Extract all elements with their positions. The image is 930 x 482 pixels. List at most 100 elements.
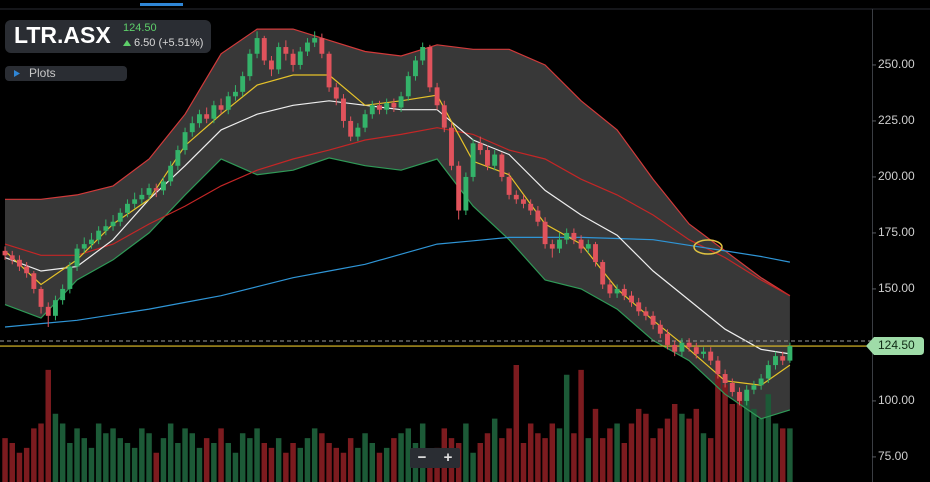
volume-bar: [74, 428, 80, 482]
volume-bar: [686, 418, 692, 482]
candle-body: [528, 203, 534, 211]
candle-body: [521, 199, 526, 204]
volume-bar: [254, 428, 260, 482]
up-arrow: [123, 40, 131, 46]
volume-bar: [139, 428, 145, 482]
volume-bar: [369, 443, 376, 482]
band-fill: [5, 29, 790, 419]
zoom-out[interactable]: −: [418, 449, 427, 466]
volume-bar: [779, 428, 786, 482]
candle-body: [513, 194, 519, 200]
candle-body: [413, 60, 418, 77]
candle-body: [175, 150, 181, 166]
candle-body: [283, 47, 289, 54]
candle-body: [60, 288, 66, 301]
candle-body: [233, 91, 238, 97]
candle-body: [449, 127, 454, 166]
volume-bar: [657, 428, 664, 482]
candle-body: [542, 221, 548, 245]
volume-bar: [275, 438, 282, 482]
volume-bar: [765, 394, 772, 482]
candle-body: [9, 255, 15, 260]
price-tag: [866, 337, 924, 356]
candle-body: [571, 232, 577, 240]
candle-body: [38, 288, 44, 307]
candle-body: [297, 51, 303, 65]
zoom-controls: [410, 448, 460, 468]
volume-bar: [664, 418, 671, 482]
candle-body: [139, 194, 145, 200]
candle-body: [211, 105, 217, 119]
volume-bar: [722, 384, 728, 482]
volume-bar: [398, 433, 404, 482]
symbol: LTR.ASX: [14, 22, 111, 48]
candle-body: [125, 203, 130, 213]
volume-bar: [607, 428, 613, 482]
zoom-in[interactable]: +: [444, 449, 453, 466]
candle-body: [549, 244, 555, 249]
volume-bar: [110, 428, 116, 482]
candle-body: [89, 239, 94, 245]
candle-body: [650, 315, 656, 325]
candle-body: [744, 389, 750, 401]
candle-body: [269, 60, 274, 70]
candle-body: [369, 105, 375, 115]
volume-bar: [758, 418, 764, 482]
upper-band: [5, 28, 791, 297]
candle-body: [384, 103, 390, 110]
volume-bar: [556, 428, 563, 482]
volume-bar: [333, 447, 340, 482]
volume-bar: [283, 452, 289, 482]
volume-bar: [463, 423, 469, 482]
volume-bar: [52, 413, 59, 482]
candle-body: [117, 212, 123, 222]
candle-body: [290, 53, 296, 65]
candle-body: [247, 53, 253, 77]
volume-bar: [67, 443, 73, 482]
candle-body: [189, 123, 195, 133]
plots-label[interactable]: Plots: [29, 66, 56, 80]
candle-body: [636, 302, 642, 312]
volume-bar: [635, 408, 642, 482]
volume-bar: [391, 438, 397, 482]
volume-bar: [124, 443, 131, 482]
candle-body: [110, 221, 116, 227]
plots-button[interactable]: [5, 66, 127, 81]
candle-body: [16, 259, 22, 267]
candle-body: [377, 105, 382, 110]
volume-bar: [31, 428, 37, 482]
candle-body: [463, 176, 469, 211]
candle-body: [557, 239, 562, 249]
volume-bar: [247, 438, 253, 482]
candle-body: [276, 47, 282, 70]
candle-body: [722, 374, 728, 384]
volume-bar: [2, 438, 8, 482]
volume-bar: [715, 374, 721, 482]
candle-body: [614, 288, 620, 294]
lower-band: [4, 157, 791, 420]
candle-body: [758, 378, 764, 386]
candle-body: [261, 38, 267, 61]
candle-body: [355, 127, 361, 137]
volume-bar: [347, 438, 354, 482]
candle-body: [398, 96, 404, 108]
candle-body: [405, 76, 411, 97]
candle-body: [240, 76, 246, 92]
y-tick-label: 75.00: [878, 449, 908, 463]
candle-body: [74, 248, 80, 267]
volume-bar: [182, 428, 188, 482]
volume-bar: [38, 423, 44, 482]
volume-bar: [23, 447, 30, 482]
volume-bar: [326, 443, 332, 482]
volume-bar: [81, 438, 87, 482]
candle-body: [535, 210, 541, 222]
volume-bar: [477, 443, 484, 482]
volume-bar: [628, 423, 635, 482]
moving-average: [4, 127, 791, 297]
candle-body: [218, 105, 224, 110]
candle-body: [629, 295, 634, 303]
volume-bar: [592, 408, 599, 482]
volume-bar: [376, 452, 383, 482]
